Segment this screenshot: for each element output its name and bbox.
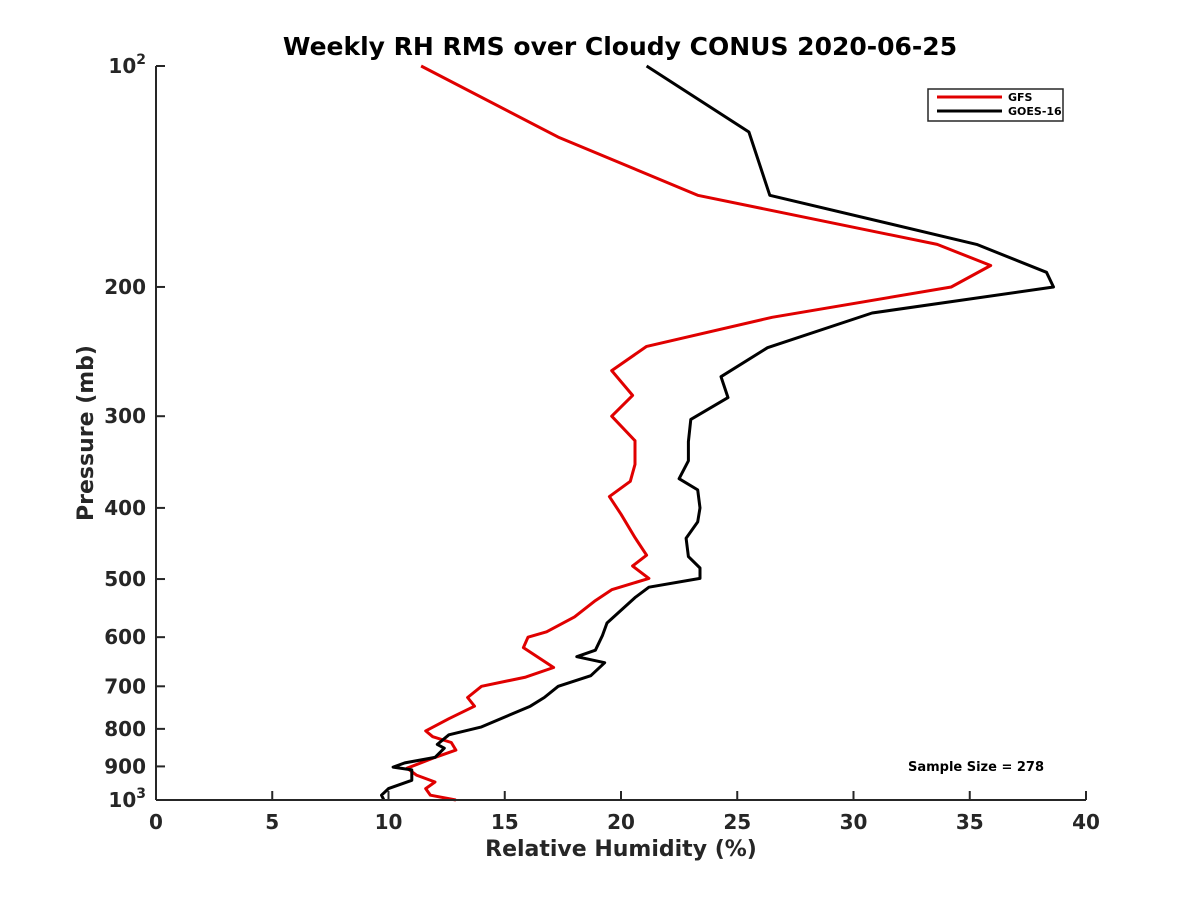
series-line-gfs — [405, 64, 993, 802]
x-ticks: 0 5 10 15 20 25 30 35 40 — [149, 791, 1100, 834]
series-line-goes-16 — [380, 64, 1055, 801]
y-tick-label: 600 — [104, 625, 146, 649]
series-layer — [380, 64, 1055, 802]
y-tick-label: 102 — [108, 52, 146, 78]
y-tick-label: 103 — [108, 786, 146, 812]
y-axis-label: Pressure (mb) — [74, 345, 99, 521]
sample-size-annotation: Sample Size = 278 — [908, 760, 1044, 775]
x-tick-label: 0 — [149, 810, 163, 834]
y-tick-label: 300 — [104, 404, 146, 428]
y-ticks: 102 200 300 400 500 600 700 800 900 103 — [104, 52, 165, 812]
x-tick-label: 40 — [1072, 810, 1100, 834]
y-tick-label: 200 — [104, 275, 146, 299]
x-tick-label: 20 — [607, 810, 635, 834]
x-tick-label: 25 — [723, 810, 751, 834]
legend-label-goes16: GOES-16 — [1008, 105, 1062, 118]
y-tick-label: 500 — [104, 567, 146, 591]
y-tick-label: 700 — [104, 674, 146, 698]
x-tick-label: 30 — [840, 810, 868, 834]
x-tick-label: 10 — [375, 810, 403, 834]
chart-title: Weekly RH RMS over Cloudy CONUS 2020-06-… — [283, 32, 957, 61]
y-tick-label: 900 — [104, 754, 146, 778]
y-tick-label: 400 — [104, 496, 146, 520]
legend-label-gfs: GFS — [1008, 91, 1033, 104]
x-tick-label: 35 — [956, 810, 984, 834]
x-tick-label: 5 — [265, 810, 279, 834]
y-tick-label: 800 — [104, 717, 146, 741]
x-tick-label: 15 — [491, 810, 519, 834]
legend: GFS GOES-16 — [927, 88, 1064, 122]
legend-box — [927, 88, 1064, 122]
x-axis-label: Relative Humidity (%) — [485, 837, 757, 862]
